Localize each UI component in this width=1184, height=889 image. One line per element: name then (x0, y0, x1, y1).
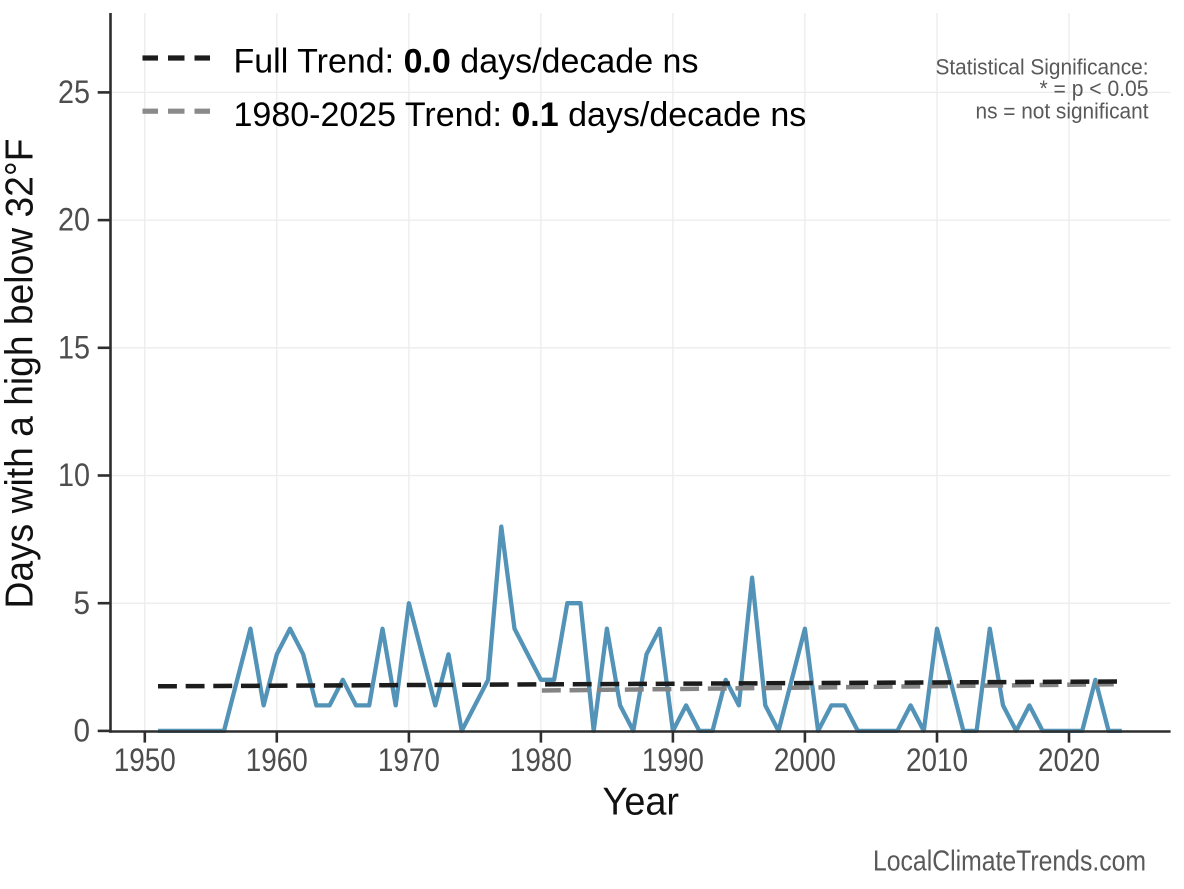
svg-text:2020: 2020 (1038, 742, 1100, 778)
svg-text:LocalClimateTrends.com: LocalClimateTrends.com (873, 845, 1146, 877)
svg-text:15: 15 (58, 329, 90, 365)
svg-text:Year: Year (603, 781, 680, 824)
svg-text:5: 5 (74, 585, 91, 621)
svg-text:Statistical Significance:: Statistical Significance: (936, 55, 1149, 80)
svg-text:1980: 1980 (510, 742, 572, 778)
svg-text:10: 10 (58, 457, 90, 493)
svg-text:1960: 1960 (246, 742, 308, 778)
svg-text:0: 0 (74, 713, 91, 749)
svg-text:1980-2025 Trend: 0.1 days/deca: 1980-2025 Trend: 0.1 days/decade ns (234, 96, 807, 134)
svg-text:1990: 1990 (642, 742, 704, 778)
svg-text:2010: 2010 (906, 742, 968, 778)
svg-text:Days with a high below 32°F: Days with a high below 32°F (0, 139, 42, 609)
svg-text:ns = not significant: ns = not significant (976, 98, 1150, 123)
svg-text:1950: 1950 (114, 742, 176, 778)
svg-text:25: 25 (58, 74, 90, 110)
svg-text:20: 20 (58, 202, 90, 238)
svg-text:1970: 1970 (378, 742, 440, 778)
svg-text:2000: 2000 (774, 742, 836, 778)
svg-text:* = p < 0.05: * = p < 0.05 (1040, 76, 1149, 101)
svg-text:Full Trend: 0.0 days/decade ns: Full Trend: 0.0 days/decade ns (234, 42, 699, 80)
